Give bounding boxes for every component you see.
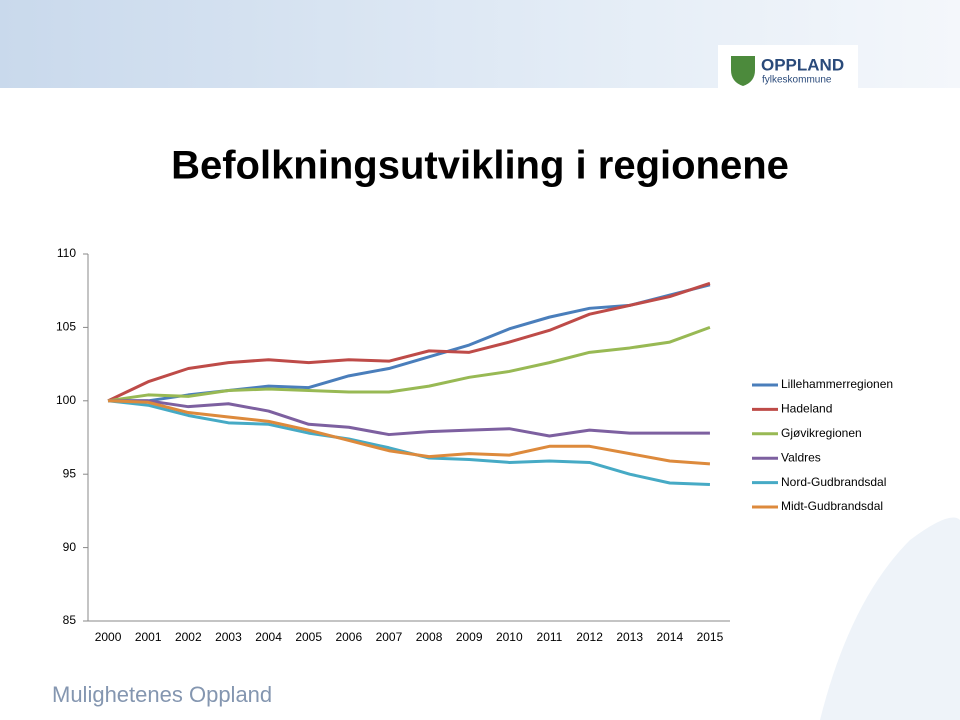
y-tick-label: 100: [56, 393, 76, 407]
x-tick-label: 2000: [95, 630, 122, 644]
x-tick-label: 2015: [697, 630, 724, 644]
logo-sub: fylkeskommune: [762, 75, 832, 86]
x-tick-label: 2001: [135, 630, 162, 644]
y-tick-label: 110: [57, 246, 76, 260]
chart-title: Befolkningsutvikling i regionene: [171, 144, 789, 188]
y-tick-label: 90: [63, 540, 77, 554]
y-tick-label: 105: [56, 320, 76, 334]
x-tick-label: 2002: [175, 630, 202, 644]
legend-label: Hadeland: [781, 402, 832, 416]
line-series: [107, 325, 711, 403]
x-tick-label: 2003: [215, 630, 242, 644]
y-tick-label: 95: [63, 466, 77, 480]
x-tick-label: 2007: [376, 630, 403, 644]
footer: Mulighetenes Oppland: [52, 682, 272, 707]
x-tick-label: 2013: [616, 630, 643, 644]
x-tick-label: 2005: [295, 630, 322, 644]
legend-label: Lillehammerregionen: [781, 377, 893, 391]
line-series: [108, 283, 711, 403]
line-series: [108, 399, 710, 438]
legend-label: Nord-Gudbrandsdal: [781, 475, 886, 489]
x-tick-label: 2009: [456, 630, 483, 644]
chart: 85 90 95 100 105 110 2000 2001 2002 2003 2004 2005 2…: [56, 246, 893, 644]
logo-name: OPPLAND: [761, 55, 844, 74]
x-tick-label: 2010: [496, 630, 523, 644]
legend-label: Midt-Gudbrandsdal: [781, 499, 883, 513]
legend-label: Valdres: [781, 450, 821, 464]
line-series: [107, 281, 711, 403]
x-tick-label: 2011: [537, 630, 563, 644]
x-tick-label: 2014: [656, 630, 683, 644]
decor: [820, 517, 960, 720]
x-tick-label: 2008: [416, 630, 443, 644]
logo-shield: [731, 56, 755, 86]
x-tick-label: 2012: [576, 630, 603, 644]
y-tick-label: 85: [63, 613, 77, 627]
x-tick-label: 2004: [255, 630, 282, 644]
x-tick-label: 2006: [335, 630, 362, 644]
legend-label: Gjøvikregionen: [781, 426, 862, 440]
line-series: [108, 399, 711, 466]
